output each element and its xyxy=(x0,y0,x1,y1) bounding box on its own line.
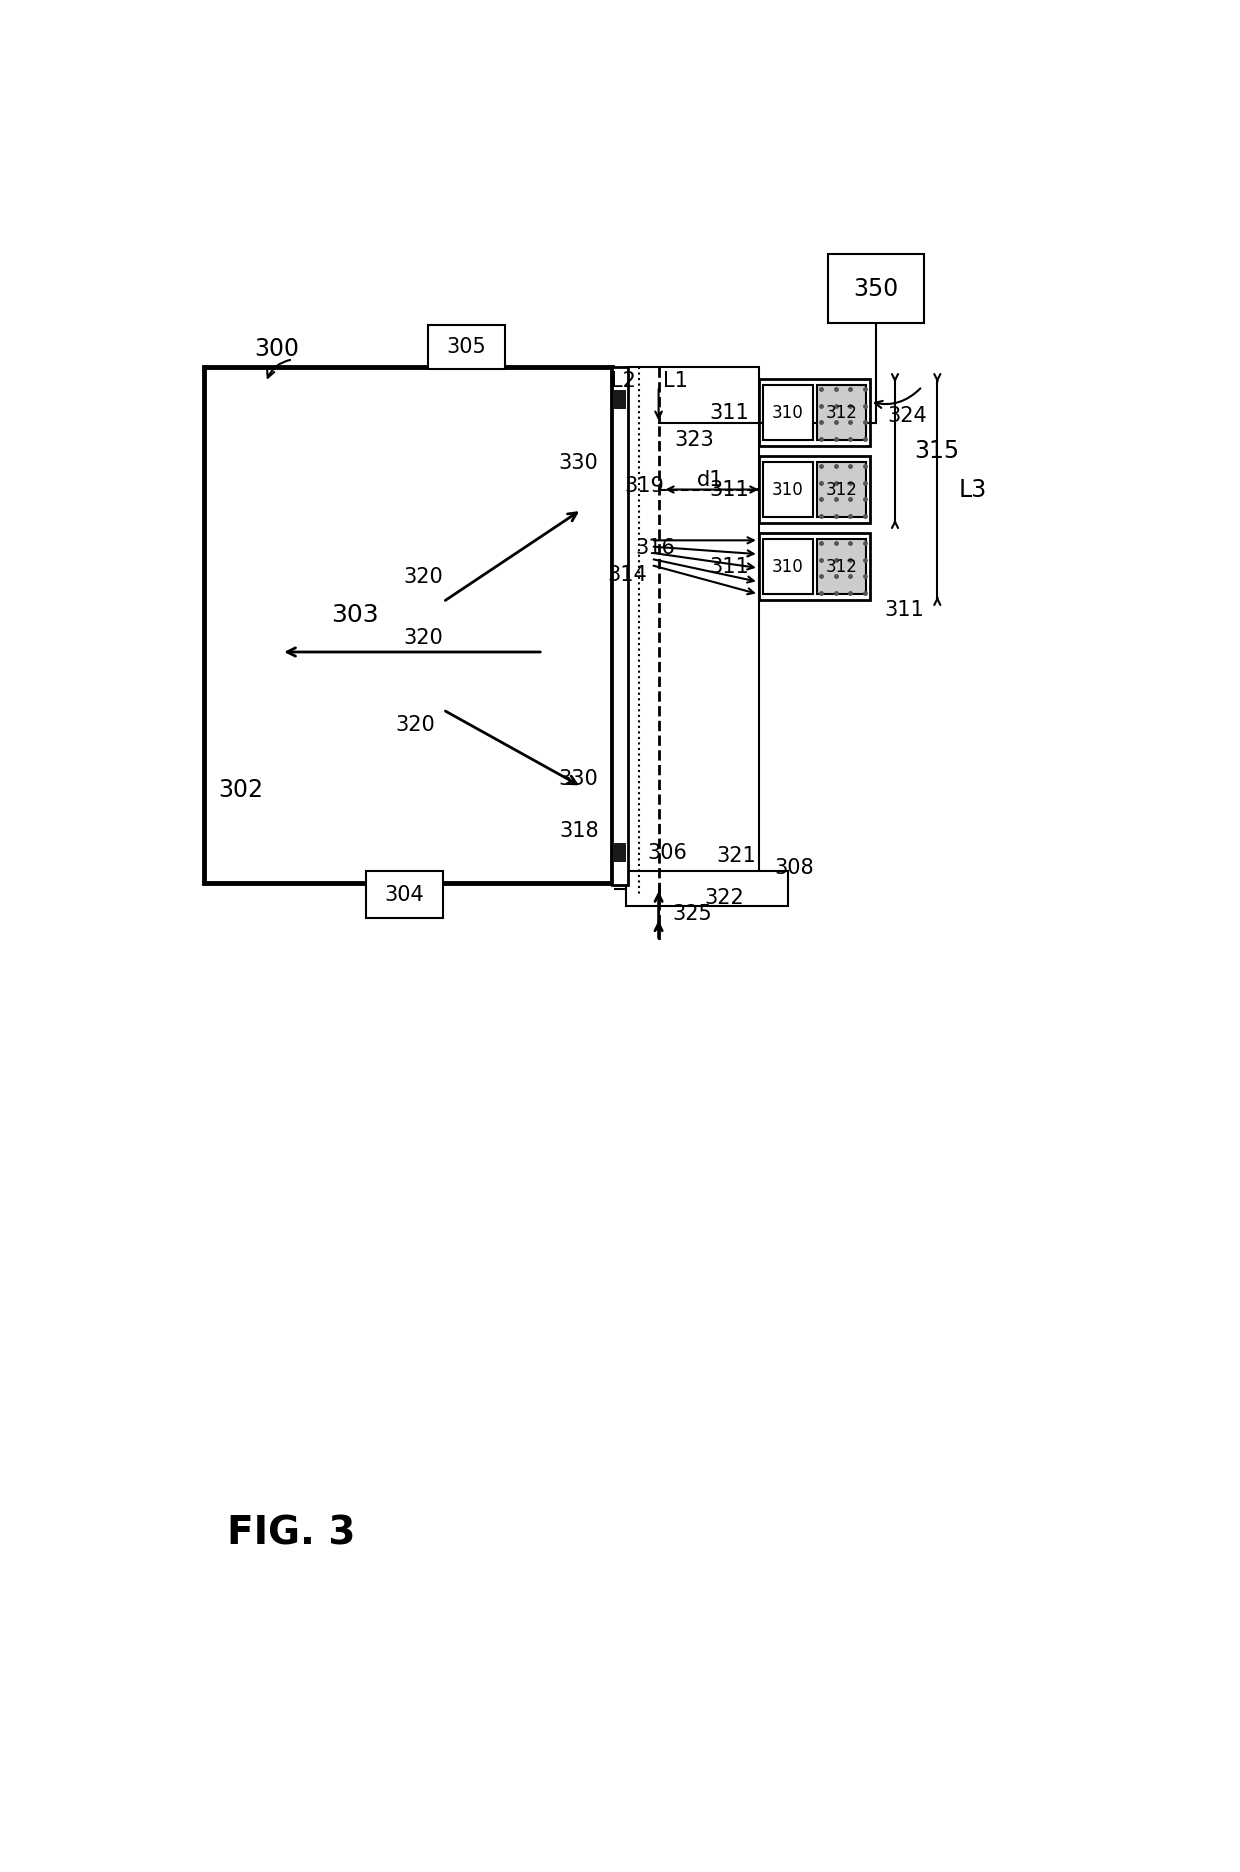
Text: 302: 302 xyxy=(218,779,263,801)
Bar xyxy=(759,378,870,446)
Text: 311: 311 xyxy=(884,599,924,620)
Bar xyxy=(828,255,924,324)
Text: d1: d1 xyxy=(697,470,724,490)
Text: 310: 310 xyxy=(771,404,804,421)
Text: 320: 320 xyxy=(396,715,435,736)
Text: 310: 310 xyxy=(771,481,804,498)
Text: 315: 315 xyxy=(914,440,960,462)
Text: 322: 322 xyxy=(704,889,744,908)
Text: 320: 320 xyxy=(403,629,443,648)
Bar xyxy=(428,324,505,369)
Text: 321: 321 xyxy=(717,846,756,867)
Text: L3: L3 xyxy=(959,477,987,502)
Text: 305: 305 xyxy=(446,337,486,358)
Bar xyxy=(626,872,787,906)
Bar xyxy=(759,534,870,601)
Bar xyxy=(366,872,443,917)
Bar xyxy=(817,462,867,517)
Bar xyxy=(759,455,870,524)
Text: 314: 314 xyxy=(608,565,647,584)
Bar xyxy=(817,539,867,593)
Text: 350: 350 xyxy=(853,277,899,301)
Text: 323: 323 xyxy=(675,431,714,451)
Text: 320: 320 xyxy=(403,567,443,588)
Text: 312: 312 xyxy=(826,404,858,421)
Text: 312: 312 xyxy=(826,481,858,498)
Text: 310: 310 xyxy=(771,558,804,575)
Bar xyxy=(613,367,627,885)
Text: 304: 304 xyxy=(384,885,424,904)
Text: 330: 330 xyxy=(559,769,599,788)
Text: 325: 325 xyxy=(672,904,712,923)
Text: 308: 308 xyxy=(774,857,813,878)
Bar xyxy=(205,367,613,884)
Bar xyxy=(614,389,626,410)
Text: 330: 330 xyxy=(559,453,599,474)
Text: 303: 303 xyxy=(331,603,379,627)
Text: 318: 318 xyxy=(559,822,599,841)
Text: 324: 324 xyxy=(888,406,928,425)
Bar xyxy=(614,842,626,863)
Text: 311: 311 xyxy=(709,479,749,500)
Bar xyxy=(763,462,812,517)
Text: L2: L2 xyxy=(610,371,635,391)
Text: 300: 300 xyxy=(254,337,299,361)
Text: FIG. 3: FIG. 3 xyxy=(227,1514,356,1552)
Text: 316: 316 xyxy=(635,537,676,558)
Text: 312: 312 xyxy=(826,558,858,575)
Text: 311: 311 xyxy=(709,402,749,423)
Text: L1: L1 xyxy=(663,371,688,391)
Bar xyxy=(627,367,759,885)
Bar xyxy=(817,386,867,440)
Text: 306: 306 xyxy=(647,842,687,863)
Bar xyxy=(763,386,812,440)
Text: 311: 311 xyxy=(709,556,749,577)
Text: 319: 319 xyxy=(624,477,663,496)
Bar xyxy=(763,539,812,593)
